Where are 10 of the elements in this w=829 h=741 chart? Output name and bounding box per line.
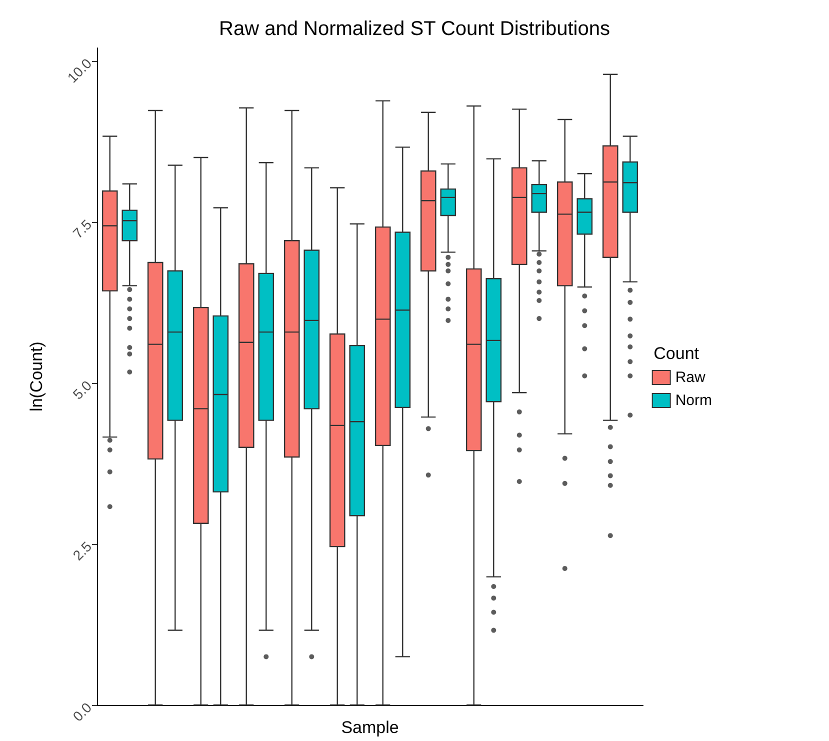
legend-label: Norm bbox=[675, 392, 712, 409]
y-tick-label: 2.5 bbox=[70, 538, 95, 564]
y-axis-title: ln(Count) bbox=[27, 342, 46, 412]
legend-label: Raw bbox=[675, 369, 706, 386]
y-tick-label: 7.5 bbox=[70, 216, 95, 242]
legend-title: Count bbox=[654, 344, 700, 363]
chart-title: Raw and Normalized ST Count Distributions bbox=[219, 18, 610, 40]
y-tick-label: 5.0 bbox=[70, 377, 95, 402]
x-axis-title: Sample bbox=[341, 718, 399, 737]
y-tick-label: 0.0 bbox=[70, 699, 95, 724]
